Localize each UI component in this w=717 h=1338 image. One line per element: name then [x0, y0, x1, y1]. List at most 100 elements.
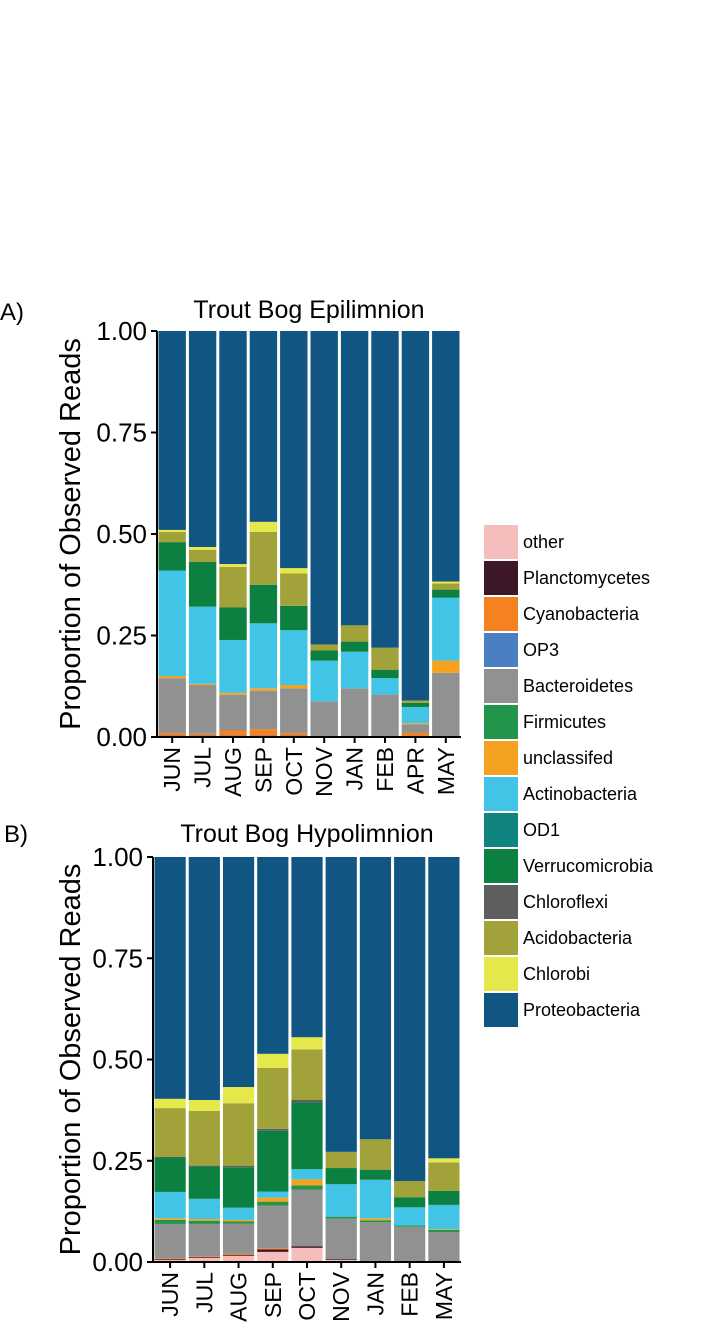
- bar-segment-jun-planctomycetes: [154, 1259, 186, 1260]
- bar-segment-feb-verrucomicrobia: [394, 1197, 426, 1208]
- bar-segment-sep-proteobacteria: [257, 857, 289, 1054]
- bar-segment-apr-actinobacteria: [401, 706, 430, 724]
- legend-label: OD1: [523, 820, 560, 840]
- bar-segment-jul-acidobacteria: [188, 1110, 220, 1166]
- bar-segment-oct-proteobacteria: [280, 331, 308, 569]
- x-tick-label-nov: NOV: [328, 1271, 354, 1322]
- legend-item-cyanobacteria: Cyanobacteria: [484, 597, 640, 631]
- y-axis-label: Proportion of Observed Reads: [55, 338, 87, 730]
- bar-segment-sep-unclassifed: [249, 688, 278, 691]
- bar-segment-oct-proteobacteria: [291, 857, 323, 1038]
- legend-swatch: [484, 741, 518, 775]
- legend-label: Acidobacteria: [523, 928, 633, 948]
- legend-swatch: [484, 849, 518, 883]
- bar-segment-nov-firmicutes: [325, 1216, 357, 1219]
- bar-segment-sep-chlorobi: [249, 521, 278, 532]
- bar-segment-aug-chloroflexi: [222, 1166, 255, 1168]
- legend-swatch: [484, 705, 518, 739]
- bar-segment-may-actinobacteria: [432, 597, 460, 661]
- legend-label: Planctomycetes: [523, 568, 650, 588]
- bar-segment-jan-firmicutes: [359, 1220, 392, 1223]
- bar-segment-jun-bacteroidetes: [158, 678, 186, 733]
- bar-segment-oct-planctomycetes: [291, 1246, 323, 1248]
- legend-label: Actinobacteria: [523, 784, 638, 804]
- x-tick-label-jun: JUN: [159, 747, 185, 792]
- legend-item-acidobacteria: Acidobacteria: [484, 921, 633, 955]
- bar-segment-may-acidobacteria: [432, 583, 460, 590]
- bar-segment-jul-proteobacteria: [188, 331, 217, 547]
- bar-segment-aug-verrucomicrobia: [219, 607, 247, 640]
- bar-segment-jun-actinobacteria: [154, 1191, 186, 1219]
- y-tick-label: 0.50: [92, 1045, 143, 1075]
- bar-segment-jun-other: [154, 1259, 186, 1262]
- bar-segment-jun-acidobacteria: [158, 531, 186, 543]
- x-tick-label-may: MAY: [431, 1272, 457, 1320]
- x-tick-label-jan: JAN: [362, 1272, 388, 1315]
- legend-swatch: [484, 669, 518, 703]
- bar-segment-apr-verrucomicrobia: [401, 702, 430, 707]
- bar-segment-oct-bacteroidetes: [280, 688, 308, 733]
- legend-label: Bacteroidetes: [523, 676, 633, 696]
- bar-segment-may-unclassifed: [428, 1229, 460, 1230]
- bar-segment-aug-acidobacteria: [219, 566, 247, 608]
- bar-segment-aug-proteobacteria: [219, 331, 247, 565]
- legend-label: Cyanobacteria: [523, 604, 640, 624]
- legend: other Planctomycetes Cyanobacteria OP3 Bacte…: [484, 525, 654, 1027]
- x-tick-label-may: MAY: [433, 747, 459, 795]
- legend-item-op3: OP3: [484, 633, 559, 667]
- bar-segment-oct-acidobacteria: [280, 573, 308, 606]
- bar-segment-sep-chloroflexi: [257, 1128, 289, 1131]
- x-tick-label-aug: AUG: [226, 1272, 252, 1322]
- legend-item-od1: OD1: [484, 813, 560, 847]
- bar-segment-oct-cyanobacteria: [280, 732, 308, 736]
- bar-segment-may-verrucomicrobia: [432, 589, 460, 598]
- bar-segment-jun-chlorobi: [158, 529, 186, 532]
- legend-item-verrucomicrobia: Verrucomicrobia: [484, 849, 654, 883]
- legend-item-actinobacteria: Actinobacteria: [484, 777, 638, 811]
- bar-segment-feb-acidobacteria: [394, 1181, 426, 1198]
- bar-segment-jan-bacteroidetes: [340, 688, 369, 736]
- x-tick-label-nov: NOV: [311, 746, 337, 797]
- bar-segment-jul-bacteroidetes: [188, 685, 217, 734]
- x-tick-label-feb: FEB: [372, 747, 398, 792]
- legend-item-chlorobi: Chlorobi: [484, 957, 590, 991]
- bar-segment-jun-verrucomicrobia: [158, 542, 186, 571]
- bar-segment-jan-verrucomicrobia: [340, 641, 369, 652]
- bar-segment-aug-cyanobacteria: [222, 1253, 255, 1256]
- bar-segment-aug-chlorobi: [222, 1087, 255, 1104]
- bar-segment-may-chlorobi: [428, 1158, 460, 1163]
- bar-segment-feb-bacteroidetes: [371, 694, 399, 736]
- legend-swatch: [484, 597, 518, 631]
- bar-segment-oct-verrucomicrobia: [291, 1102, 323, 1170]
- y-tick-label: 0.00: [92, 1247, 143, 1277]
- bar-segment-may-bacteroidetes: [428, 1232, 460, 1261]
- bar-segment-apr-acidobacteria: [401, 700, 430, 703]
- bar-segment-oct-actinobacteria: [291, 1169, 323, 1180]
- bar-segment-jun-verrucomicrobia: [154, 1157, 186, 1192]
- bar-segment-jul-actinobacteria: [188, 1198, 220, 1220]
- x-tick-label-apr: APR: [402, 747, 428, 794]
- chart-title: Trout Bog Hypolimnion: [180, 820, 433, 848]
- bar-segment-sep-unclassifed: [257, 1197, 289, 1202]
- bar-segment-jun-proteobacteria: [158, 331, 186, 530]
- bar-segment-oct-chloroflexi: [291, 1100, 323, 1103]
- x-tick-label-aug: AUG: [220, 747, 246, 797]
- bar-segment-apr-bacteroidetes: [401, 724, 430, 733]
- x-tick-label-jun: JUN: [157, 1272, 183, 1317]
- bar-segment-jan-actinobacteria: [359, 1179, 392, 1219]
- bar-segment-jun-cyanobacteria: [154, 1258, 186, 1260]
- panel-epilimnion: A) Trout Bog Epilimnion Proportion of Obse…: [0, 296, 461, 797]
- bar-segment-jun-bacteroidetes: [154, 1223, 186, 1259]
- bar-segment-aug-chlorobi: [219, 564, 247, 567]
- y-axis-label: Proportion of Observed Reads: [55, 864, 87, 1256]
- bar-segment-feb-actinobacteria: [394, 1207, 426, 1226]
- bar-segment-aug-verrucomicrobia: [222, 1167, 255, 1208]
- bar-segment-jul-chloroflexi: [188, 1165, 220, 1167]
- bar-segment-may-acidobacteria: [428, 1162, 460, 1191]
- bar-segment-aug-unclassifed: [219, 692, 247, 695]
- y-tick-label: 0.25: [96, 621, 147, 651]
- bar-segment-oct-chlorobi: [280, 568, 308, 574]
- bar-segment-jul-unclassifed: [188, 683, 217, 686]
- panel-label: B): [4, 821, 28, 848]
